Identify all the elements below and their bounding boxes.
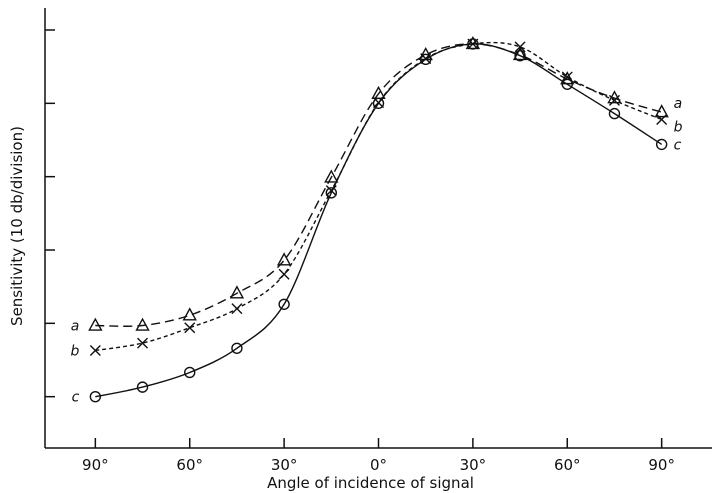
x-tick-label: 90°	[82, 456, 109, 474]
data-point-a	[135, 317, 150, 331]
series-label-left-a: a	[71, 319, 80, 335]
data-point-c	[136, 381, 149, 393]
x-tick-label: 30°	[271, 456, 298, 474]
x-axis-title: Angle of incidence of signal	[267, 474, 474, 492]
data-point-b	[278, 268, 290, 280]
y-axis-title: Sensitivity (10 db/division)	[8, 126, 26, 326]
series-label-right-b: b	[674, 119, 683, 135]
data-point-b	[184, 322, 196, 334]
series-line-c	[95, 43, 663, 398]
data-point-c	[231, 342, 243, 354]
series-label-right-a: a	[674, 96, 683, 112]
data-point-c	[184, 366, 196, 379]
data-point-b	[514, 41, 526, 53]
data-point-a	[88, 317, 103, 331]
x-tick-label: 30°	[460, 456, 487, 474]
x-tick-label: 90°	[648, 456, 675, 474]
data-point-a	[276, 252, 292, 266]
axes: 90° 60° 30° 0° 30° 60° 90°	[44, 8, 712, 474]
data-point-c	[514, 49, 526, 62]
series-c: cc	[72, 38, 682, 406]
data-point-c	[419, 53, 432, 66]
data-point-a	[324, 169, 339, 183]
data-point-c	[372, 97, 385, 110]
data-point-c	[608, 107, 621, 120]
series-a: aa	[71, 35, 683, 335]
data-point-a	[654, 104, 669, 118]
data-point-c	[278, 298, 290, 310]
data-point-c	[89, 390, 102, 403]
data-point-c	[467, 38, 479, 50]
data-point-c	[655, 138, 668, 151]
data-point-a	[182, 307, 197, 321]
x-tick-label: 60°	[554, 456, 581, 474]
series-b: bb	[70, 38, 683, 359]
series-label-left-c: c	[72, 390, 80, 406]
data-point-c	[325, 187, 338, 199]
data-point-b	[656, 113, 668, 125]
data-point-b	[137, 337, 149, 349]
series-label-left-b: b	[70, 343, 79, 359]
data-point-b	[608, 94, 620, 106]
data-point-a	[229, 285, 245, 299]
x-tick-label: 0°	[370, 456, 387, 474]
data-point-c	[561, 78, 573, 90]
series-label-right-c: c	[674, 137, 682, 153]
data-point-b	[231, 303, 243, 315]
data-point-b	[89, 344, 101, 356]
x-tick-label: 60°	[176, 456, 203, 474]
